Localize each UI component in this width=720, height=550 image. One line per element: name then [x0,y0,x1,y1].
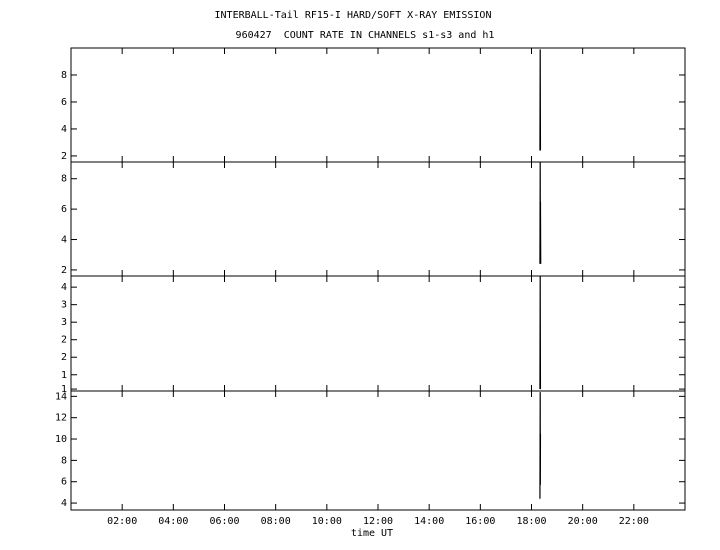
data-line [539,275,542,390]
x-tick-label: 14:00 [414,516,444,527]
y-tick-label: 1 [61,384,67,395]
y-tick-label: 14 [55,391,67,402]
y-tick-label: 8 [61,174,67,185]
y-tick-label: 2 [61,151,67,162]
data-line [539,49,542,151]
y-tick-label: 8 [61,455,67,466]
x-tick-label: 12:00 [363,516,393,527]
y-tick-label: 2 [61,265,67,276]
chart-title: INTERBALL-Tail RF15-I HARD/SOFT X-RAY EM… [215,10,492,21]
y-tick-label: 6 [61,97,67,108]
x-tick-label: 06:00 [209,516,239,527]
data-line [539,392,542,499]
y-tick-label: 12 [55,413,67,424]
y-tick-label: 2 [61,335,67,346]
chart-subtitle: 960427 COUNT RATE IN CHANNELS s1-s3 and … [236,30,495,41]
plot-frame [70,275,686,392]
x-tick-label: 10:00 [312,516,342,527]
y-tick-label: 6 [61,477,67,488]
x-tick-label: 16:00 [465,516,495,527]
y-tick-label: 1 [61,370,67,381]
y-tick-label: 8 [61,70,67,81]
y-tick-label: 3 [61,317,67,328]
x-tick-label: 20:00 [568,516,598,527]
y-tick-label: 4 [61,124,67,135]
x-tick-label: 18:00 [516,516,546,527]
y-tick-label: 10 [55,434,67,445]
plot-frame [70,161,686,277]
y-tick-label: 3 [61,300,67,311]
y-tick-label: 2 [61,352,67,363]
y-tick-label: 4 [61,282,67,293]
x-tick-label: 04:00 [158,516,188,527]
x-tick-label: 08:00 [261,516,291,527]
x-axis-label: time UT [351,528,393,539]
plot-frame [70,390,686,511]
plot-frame [70,47,686,163]
x-tick-label: 22:00 [619,516,649,527]
data-line [539,161,542,264]
x-tick-label: 02:00 [107,516,137,527]
y-tick-label: 4 [61,498,67,509]
y-tick-label: 4 [61,235,67,246]
y-tick-label: 6 [61,204,67,215]
